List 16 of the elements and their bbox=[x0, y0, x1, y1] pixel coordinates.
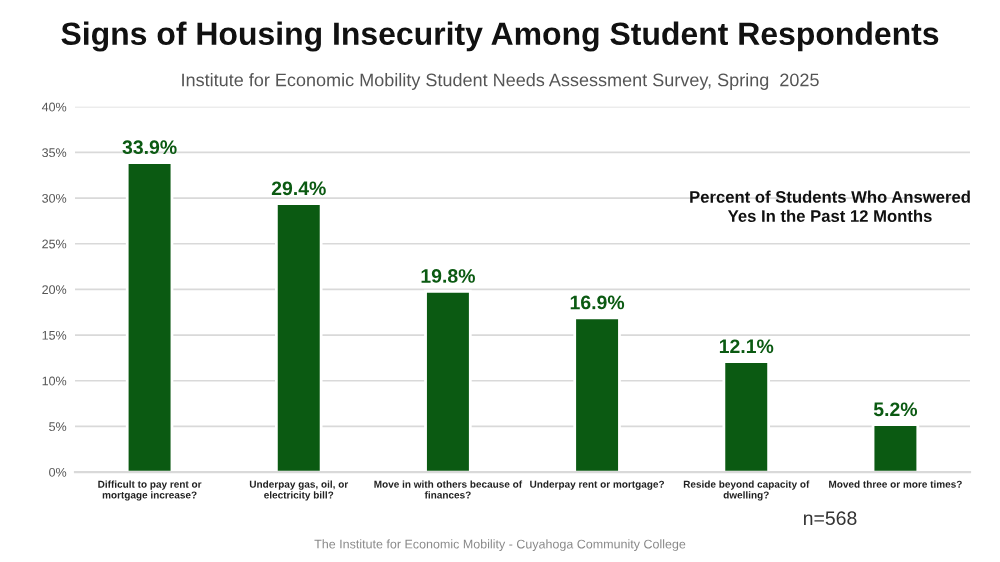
bar bbox=[871, 423, 920, 473]
data-label: 16.9% bbox=[570, 295, 625, 310]
chart-title: Signs of Housing Insecurity Among Student Respondents bbox=[61, 21, 939, 52]
bar bbox=[424, 289, 472, 473]
text: n=568 bbox=[803, 511, 857, 526]
data-label: 29.4% bbox=[271, 181, 326, 196]
data-label: 5.2% bbox=[873, 402, 918, 417]
bar bbox=[125, 161, 174, 473]
bar bbox=[722, 360, 771, 473]
data-label: 33.9% bbox=[122, 140, 177, 155]
data-label: 12.1% bbox=[719, 339, 774, 354]
bar bbox=[274, 202, 323, 473]
data-label: 19.8% bbox=[421, 269, 475, 283]
chart-subtitle: Institute for Economic Mobility Student Needs Assessment Survey, Spring 2025 bbox=[182, 73, 819, 90]
bar bbox=[573, 316, 621, 473]
annotation: Percent of Students Who Answered Yes In the Past 12 Months bbox=[690, 190, 970, 222]
